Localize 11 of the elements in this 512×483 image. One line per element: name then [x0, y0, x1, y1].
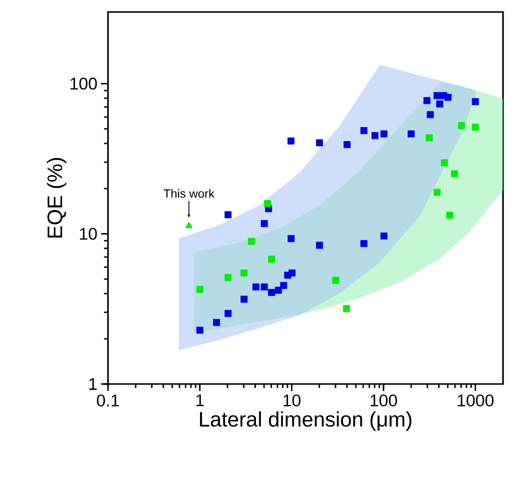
x-tick-label: 0.1: [96, 394, 119, 406]
x-axis-title: Lateral dimension (μm): [200, 411, 412, 431]
y-tick-label: 10: [80, 228, 97, 240]
y-tick-label: 100: [70, 78, 97, 90]
x-tick-label: 1000: [458, 394, 494, 406]
annotation: This work: [164, 188, 214, 198]
x-tick-label: 10: [284, 394, 300, 406]
x-tick-label: 100: [370, 394, 397, 406]
y-axis-title: EQE (%): [46, 158, 66, 238]
x-tick-label: 1: [196, 394, 204, 406]
y-tick-label: 1: [89, 378, 97, 390]
